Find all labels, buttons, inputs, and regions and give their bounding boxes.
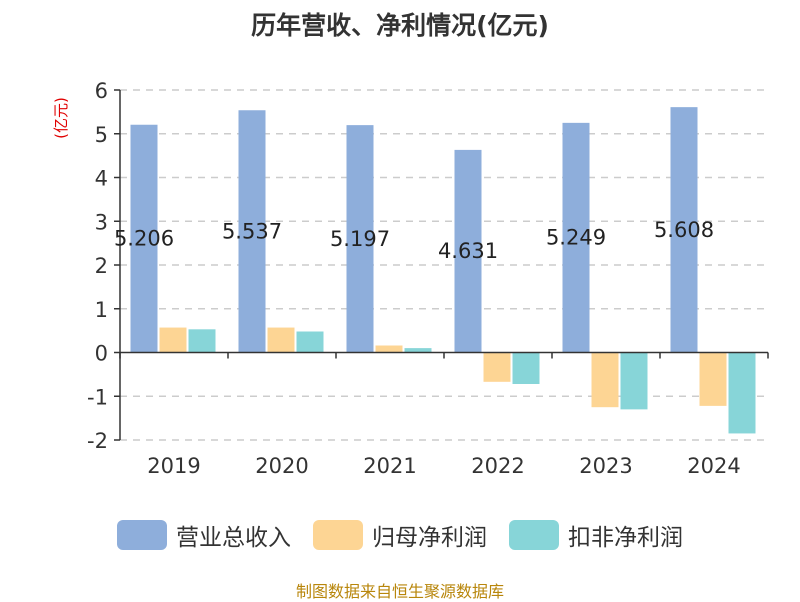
- data-label: 4.631: [438, 239, 498, 263]
- data-label: 5.197: [330, 227, 390, 251]
- bar-2019-s1: [159, 327, 187, 353]
- bar-2020-s1: [267, 327, 295, 353]
- x-tick-label: 2019: [147, 454, 200, 478]
- data-label: 5.608: [654, 218, 714, 242]
- bar-2023-s0: [562, 122, 590, 353]
- bar-2022-s0: [454, 149, 482, 353]
- bar-2023-s1: [591, 352, 619, 408]
- bar-2019-s0: [130, 124, 158, 353]
- y-tick-label: 5: [95, 123, 108, 147]
- y-tick-label: 0: [95, 342, 108, 366]
- bar-2023-s2: [620, 352, 648, 410]
- y-tick-label: 6: [95, 79, 108, 103]
- chart-title: 历年营收、净利情况(亿元): [251, 11, 549, 40]
- source-note: 制图数据来自恒生聚源数据库: [295, 582, 504, 601]
- bar-2021-s2: [404, 348, 432, 353]
- legend-swatch: [117, 520, 167, 550]
- bar-2020-s0: [238, 110, 266, 353]
- x-tick-label: 2023: [579, 454, 632, 478]
- bar-2020-s2: [296, 331, 324, 353]
- legend-label: 归母净利润: [372, 525, 487, 551]
- x-tick-label: 2024: [687, 454, 740, 478]
- legend-item[interactable]: 营业总收入: [117, 518, 291, 552]
- chart-legend: 营业总收入 归母净利润 扣非净利润: [0, 518, 800, 552]
- bar-2019-s2: [188, 329, 216, 353]
- bar-2024-s1: [699, 352, 727, 406]
- data-label: 5.206: [114, 227, 174, 251]
- y-tick-label: 2: [95, 254, 108, 278]
- bar-2024-s2: [728, 352, 756, 434]
- y-tick-label: 1: [95, 298, 108, 322]
- data-label: 5.537: [222, 219, 282, 243]
- bar-2022-s1: [483, 352, 511, 382]
- bar-2024-s0: [670, 107, 698, 353]
- bar-2022-s2: [512, 352, 540, 384]
- legend-item[interactable]: 扣非净利润: [509, 518, 683, 552]
- x-tick-label: 2022: [471, 454, 524, 478]
- y-axis-title: (亿元): [52, 97, 70, 139]
- legend-swatch: [313, 520, 363, 550]
- legend-label: 营业总收入: [176, 525, 291, 551]
- y-tick-label: 4: [95, 167, 108, 191]
- legend-label: 扣非净利润: [568, 525, 683, 551]
- y-tick-label: -1: [87, 385, 108, 409]
- bar-2021-s0: [346, 125, 374, 353]
- bar-2021-s1: [375, 345, 403, 353]
- x-tick-label: 2021: [363, 454, 416, 478]
- y-tick-label: 3: [95, 210, 108, 234]
- legend-swatch: [509, 520, 559, 550]
- legend-item[interactable]: 归母净利润: [313, 518, 487, 552]
- x-tick-label: 2020: [255, 454, 308, 478]
- data-label: 5.249: [546, 226, 606, 250]
- y-tick-label: -2: [87, 429, 108, 453]
